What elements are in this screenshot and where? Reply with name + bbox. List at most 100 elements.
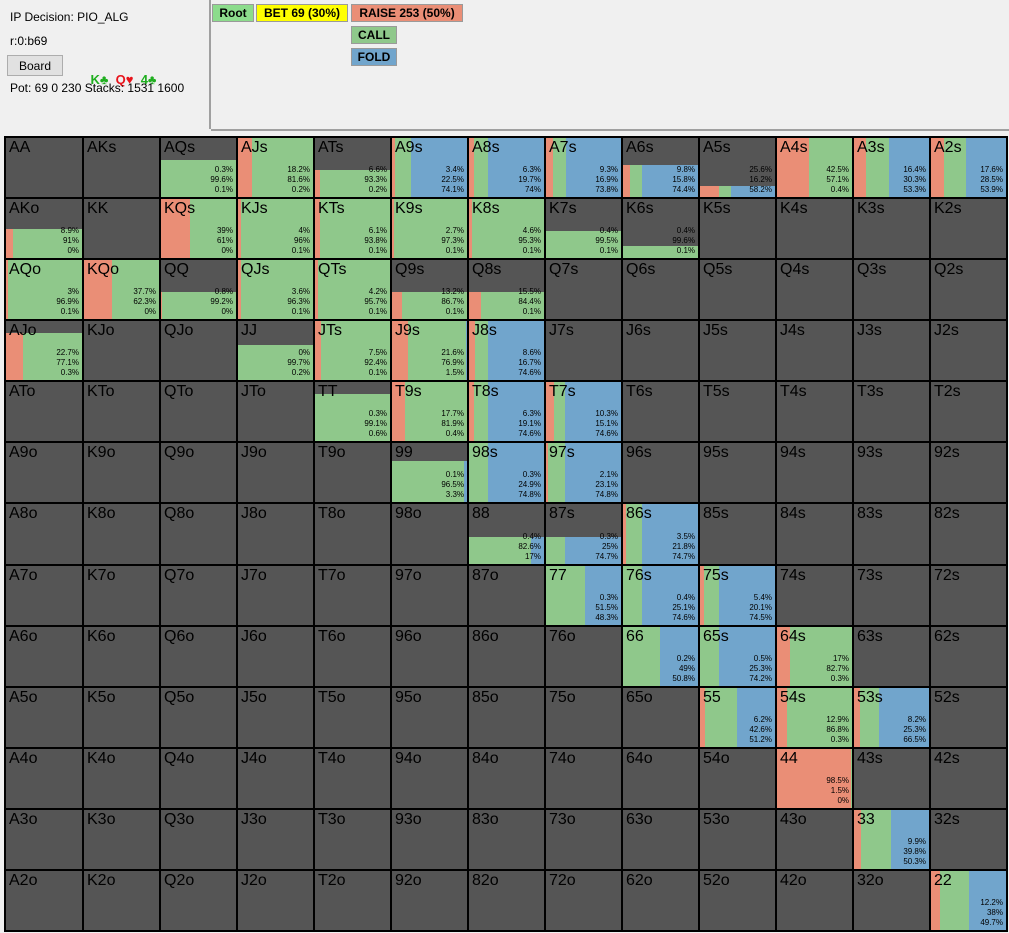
board-button[interactable]: Board (7, 55, 63, 76)
hand-cell[interactable]: 25.6% 16.2% 58.2% A5s (700, 138, 775, 197)
hand-cell[interactable]: 73o (546, 810, 621, 869)
hand-cell[interactable]: K9o (84, 443, 159, 502)
hand-cell[interactable]: 4.6% 95.3% 0.1% K8s (469, 199, 544, 258)
hand-cell[interactable]: 63s (854, 627, 929, 686)
hand-cell[interactable]: J2s (931, 321, 1006, 380)
hand-cell[interactable]: A9o (6, 443, 82, 502)
hand-cell[interactable]: 13.2% 86.7% 0.1% Q9s (392, 260, 467, 319)
hand-cell[interactable]: 32o (854, 871, 929, 930)
hand-cell[interactable]: 6.3% 19.1% 74.6% T8s (469, 382, 544, 441)
hand-cell[interactable]: 18.2% 81.6% 0.2% AJs (238, 138, 313, 197)
hand-cell[interactable]: J4s (777, 321, 852, 380)
hand-cell[interactable]: 95o (392, 688, 467, 747)
hand-cell[interactable]: KJo (84, 321, 159, 380)
hand-cell[interactable]: 32s (931, 810, 1006, 869)
hand-cell[interactable]: A7o (6, 566, 82, 625)
hand-cell[interactable]: 6.1% 93.8% 0.1% KTs (315, 199, 390, 258)
hand-cell[interactable]: 8.6% 16.7% 74.6% J8s (469, 321, 544, 380)
hand-cell[interactable]: 65o (623, 688, 698, 747)
hand-cell[interactable]: T5o (315, 688, 390, 747)
hand-cell[interactable]: Q5s (700, 260, 775, 319)
hand-cell[interactable]: Q7s (546, 260, 621, 319)
hand-cell[interactable]: JTo (238, 382, 313, 441)
hand-cell[interactable]: 76o (546, 627, 621, 686)
hand-cell[interactable]: 43s (854, 749, 929, 808)
hand-cell[interactable]: Q2o (161, 871, 236, 930)
hand-cell[interactable]: 8.9% 91% 0% AKo (6, 199, 82, 258)
hand-cell[interactable]: AA (6, 138, 82, 197)
hand-cell[interactable]: 73s (854, 566, 929, 625)
hand-cell[interactable]: Q7o (161, 566, 236, 625)
hand-cell[interactable]: 93o (392, 810, 467, 869)
hand-cell[interactable]: 2.7% 97.3% 0.1% K9s (392, 199, 467, 258)
hand-cell[interactable]: 84o (469, 749, 544, 808)
hand-cell[interactable]: 82s (931, 504, 1006, 564)
hand-cell[interactable]: T9o (315, 443, 390, 502)
hand-cell[interactable]: 92o (392, 871, 467, 930)
hand-cell[interactable]: 72s (931, 566, 1006, 625)
hand-cell[interactable]: 85o (469, 688, 544, 747)
hand-cell[interactable]: A2o (6, 871, 82, 930)
hand-cell[interactable]: 17.7% 81.9% 0.4% T9s (392, 382, 467, 441)
hand-cell[interactable]: T6o (315, 627, 390, 686)
hand-cell[interactable]: 15.5% 84.4% 0.1% Q8s (469, 260, 544, 319)
hand-cell[interactable]: 94s (777, 443, 852, 502)
hand-cell[interactable]: A6o (6, 627, 82, 686)
hand-cell[interactable]: 10.3% 15.1% 74.6% T7s (546, 382, 621, 441)
hand-cell[interactable]: 42.5% 57.1% 0.4% A4s (777, 138, 852, 197)
hand-cell[interactable]: 0.1% 96.5% 3.3% 99 (392, 443, 467, 502)
hand-cell[interactable]: 0.4% 99.5% 0.1% K7s (546, 199, 621, 258)
hand-cell[interactable]: K5s (700, 199, 775, 258)
hand-cell[interactable]: 0.3% 99.6% 0.1% AQs (161, 138, 236, 197)
hand-cell[interactable]: K3s (854, 199, 929, 258)
hand-cell[interactable]: 4% 96% 0.1% KJs (238, 199, 313, 258)
tree-root-button[interactable]: Root (212, 4, 254, 22)
hand-cell[interactable]: 0.3% 24.9% 74.8% 98s (469, 443, 544, 502)
hand-cell[interactable]: T3s (854, 382, 929, 441)
hand-cell[interactable]: T2s (931, 382, 1006, 441)
hand-cell[interactable]: A8o (6, 504, 82, 564)
hand-cell[interactable]: 85s (700, 504, 775, 564)
hand-cell[interactable]: K7o (84, 566, 159, 625)
hand-cell[interactable]: Q6s (623, 260, 698, 319)
hand-cell[interactable]: 21.6% 76.9% 1.5% J9s (392, 321, 467, 380)
hand-cell[interactable]: 17% 82.7% 0.3% 64s (777, 627, 852, 686)
hand-cell[interactable]: 2.1% 23.1% 74.8% 97s (546, 443, 621, 502)
hand-cell[interactable]: 93s (854, 443, 929, 502)
hand-cell[interactable]: Q4o (161, 749, 236, 808)
hand-cell[interactable]: 42s (931, 749, 1006, 808)
hand-cell[interactable]: K4o (84, 749, 159, 808)
hand-cell[interactable]: 83s (854, 504, 929, 564)
hand-cell[interactable]: J5s (700, 321, 775, 380)
hand-cell[interactable]: 9.8% 15.8% 74.4% A6s (623, 138, 698, 197)
hand-cell[interactable]: Q6o (161, 627, 236, 686)
tree-raise-button[interactable]: RAISE 253 (50%) (351, 4, 463, 22)
tree-bet-button[interactable]: BET 69 (30%) (256, 4, 348, 22)
hand-cell[interactable]: A3o (6, 810, 82, 869)
hand-cell[interactable]: KTo (84, 382, 159, 441)
hand-cell[interactable]: 53o (700, 810, 775, 869)
hand-cell[interactable]: 42o (777, 871, 852, 930)
hand-cell[interactable]: 7.5% 92.4% 0.1% JTs (315, 321, 390, 380)
hand-cell[interactable]: J3s (854, 321, 929, 380)
hand-cell[interactable]: ATo (6, 382, 82, 441)
hand-cell[interactable]: K6o (84, 627, 159, 686)
tree-call-button[interactable]: CALL (351, 26, 397, 44)
hand-cell[interactable]: 97o (392, 566, 467, 625)
hand-cell[interactable]: 43o (777, 810, 852, 869)
hand-cell[interactable]: 95s (700, 443, 775, 502)
hand-cell[interactable]: 3.6% 96.3% 0.1% QJs (238, 260, 313, 319)
hand-cell[interactable]: 0.3% 51.5% 48.3% 77 (546, 566, 621, 625)
hand-cell[interactable]: J8o (238, 504, 313, 564)
hand-cell[interactable]: 37.7% 62.3% 0% KQo (84, 260, 159, 319)
hand-cell[interactable]: 94o (392, 749, 467, 808)
hand-cell[interactable]: 3% 96.9% 0.1% AQo (6, 260, 82, 319)
hand-cell[interactable]: 96o (392, 627, 467, 686)
tree-fold-button[interactable]: FOLD (351, 48, 397, 66)
hand-cell[interactable]: 52o (700, 871, 775, 930)
hand-cell[interactable]: Q2s (931, 260, 1006, 319)
hand-cell[interactable]: 72o (546, 871, 621, 930)
hand-cell[interactable]: 16.4% 30.3% 53.3% A3s (854, 138, 929, 197)
hand-cell[interactable]: 75o (546, 688, 621, 747)
hand-cell[interactable]: 0.3% 25% 74.7% 87s (546, 504, 621, 564)
